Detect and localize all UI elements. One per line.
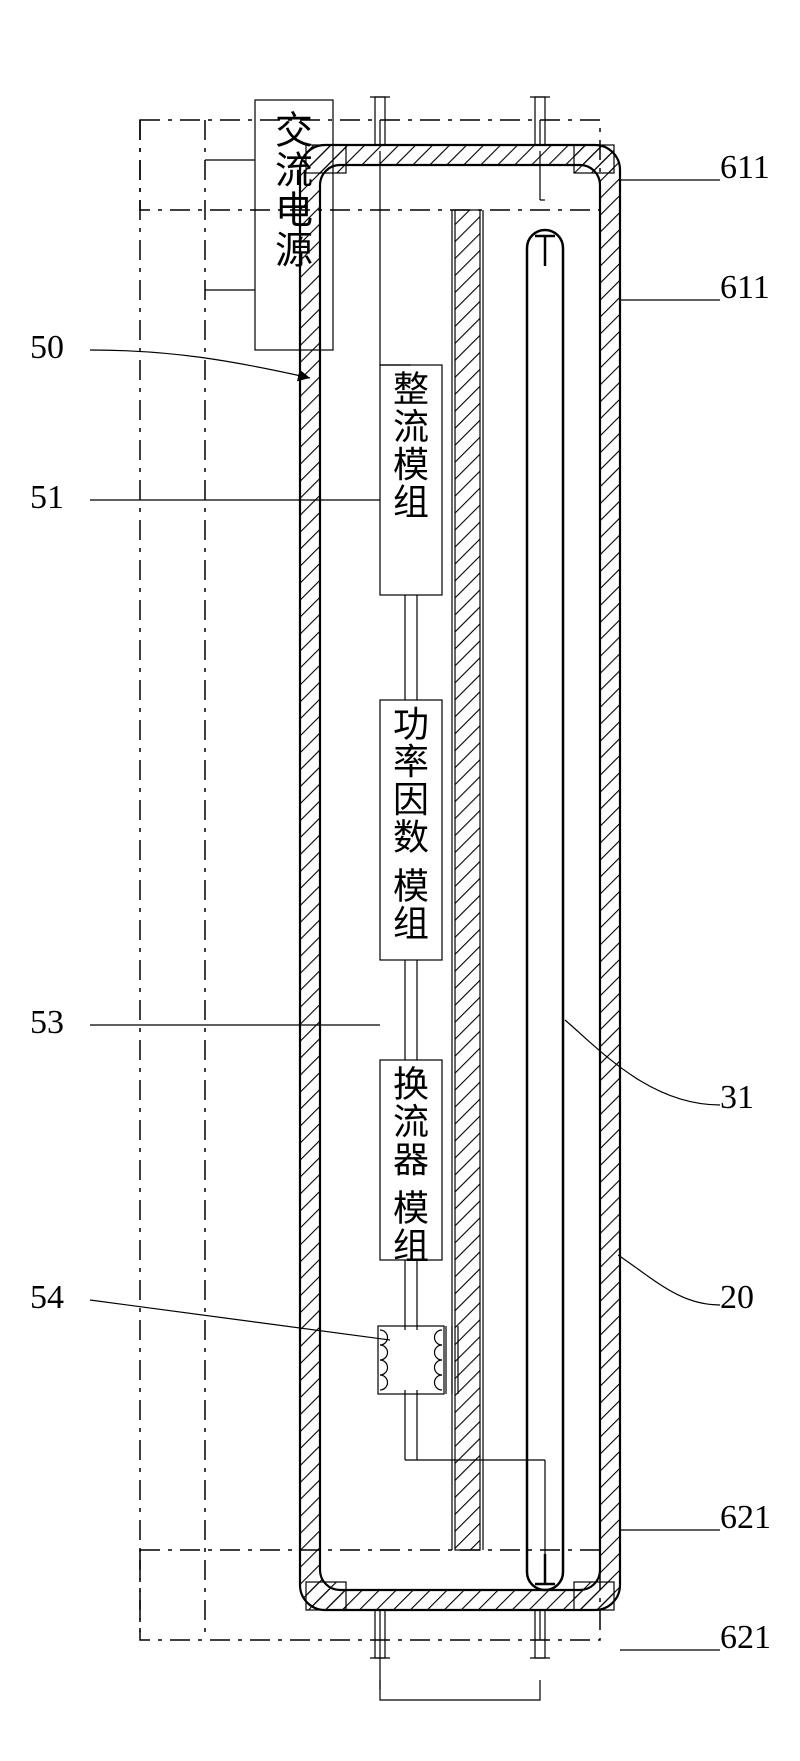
svg-text:模: 模 xyxy=(393,1188,429,1228)
block-diagram: 交流电源整流模组功率因数模组换流器模组505153546116116216213… xyxy=(0,0,800,1761)
ref-num-611: 611 xyxy=(720,149,770,186)
ref-num-53: 53 xyxy=(30,1004,64,1041)
inverter-module-label: 换流器模组 xyxy=(393,1064,429,1266)
leader-20 xyxy=(618,1255,720,1305)
ref-num-621: 621 xyxy=(720,1499,771,1536)
svg-text:组: 组 xyxy=(393,1226,429,1266)
svg-text:流: 流 xyxy=(393,1102,429,1142)
ref-num-31: 31 xyxy=(720,1079,754,1116)
ref-num-20: 20 xyxy=(720,1279,754,1316)
leader-54 xyxy=(90,1300,390,1340)
svg-text:器: 器 xyxy=(393,1140,429,1180)
svg-text:组: 组 xyxy=(393,483,429,523)
svg-text:模: 模 xyxy=(393,866,429,906)
svg-text:率: 率 xyxy=(393,742,429,782)
ref-num-621: 621 xyxy=(720,1619,771,1656)
svg-text:功: 功 xyxy=(393,704,429,744)
power-factor-module-label: 功率因数模组 xyxy=(393,704,429,944)
reflector-strip xyxy=(455,210,480,1550)
svg-text:数: 数 xyxy=(393,818,429,858)
svg-text:流: 流 xyxy=(393,407,429,447)
output-transformer xyxy=(378,1326,458,1394)
lamp-tube xyxy=(527,230,563,1590)
svg-text:因: 因 xyxy=(393,780,429,820)
svg-text:整: 整 xyxy=(393,369,429,409)
rectifier-module-label: 整流模组 xyxy=(393,369,429,522)
svg-text:组: 组 xyxy=(393,904,429,944)
ref-num-54: 54 xyxy=(30,1279,64,1316)
svg-text:换: 换 xyxy=(393,1064,429,1104)
ref-num-51: 51 xyxy=(30,479,64,516)
leader-31 xyxy=(565,1020,720,1105)
leader-50 xyxy=(90,350,310,378)
svg-text:模: 模 xyxy=(393,445,429,485)
ref-num-50: 50 xyxy=(30,329,64,366)
ref-num-611: 611 xyxy=(720,269,770,306)
